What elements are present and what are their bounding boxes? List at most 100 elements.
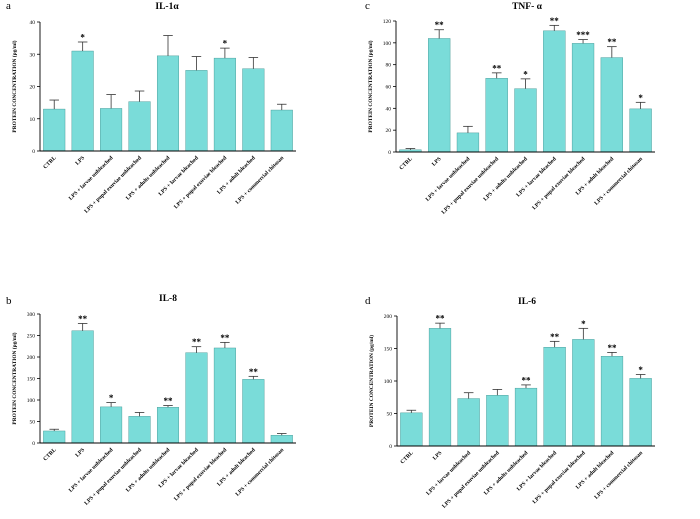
panel-letter: b [6, 295, 12, 307]
bar-4 [485, 78, 508, 153]
chart-panel-c: c TNF- α PROTEIN CONCENTRATION (pg/ml) 0 20 4… [365, 0, 655, 216]
y-tick-label: 0 [32, 149, 35, 155]
y-tick-label: 50 [30, 420, 36, 426]
y-tick-label: 200 [384, 314, 393, 320]
y-tick-label: 40 [386, 106, 392, 112]
bar-7 [213, 57, 236, 152]
y-axis-label: PROTEIN CONCENTRATION (pg/ml) [11, 332, 18, 424]
bar-2 [428, 328, 452, 447]
y-tick-label: 10 [30, 117, 36, 123]
significance-marker: ** [436, 314, 446, 324]
chart-title: TNF- α [512, 2, 543, 12]
x-tick-label: LPS + pupal exuviae bleached [173, 447, 229, 503]
bar-9 [270, 435, 293, 444]
significance-marker: ** [220, 333, 230, 343]
y-tick-label: 20 [30, 85, 36, 91]
bar-1 [400, 412, 423, 447]
x-tick-label: LPS + pupal exuviae unbleached [441, 450, 501, 510]
x-tick-label: CTRL [400, 450, 415, 465]
x-tick-label: CTRL [399, 156, 414, 171]
chart-panel-a: a IL-1α PROTEIN CONCENTRATION (pg/ml) 0 10 20… [6, 0, 296, 215]
x-tick-label: CTRL [42, 155, 57, 170]
significance-marker: * [523, 69, 528, 79]
significance-marker: ** [78, 314, 88, 324]
significance-marker: ** [550, 16, 560, 26]
significance-marker: * [638, 93, 643, 103]
x-tick-label: LPS + pupal exuviae unbleached [441, 156, 501, 216]
panel-letter: d [365, 295, 371, 307]
significance-marker: ** [164, 396, 174, 406]
bar-1 [43, 430, 66, 444]
x-tick-label: LPS + commercial chitosan [594, 156, 645, 207]
significance-marker: * [638, 365, 643, 375]
x-tick-label: LPS + pupal exuviae unbleached [83, 155, 143, 215]
chart-title: IL-1α [155, 2, 179, 12]
y-axis-label: PROTEIN CONCENTRATION (pg/ml) [367, 40, 374, 132]
bar-9 [270, 109, 293, 152]
bar-2 [71, 50, 94, 152]
bar-4 [128, 101, 151, 152]
bar-1 [43, 108, 66, 152]
bar-5 [156, 55, 180, 152]
chart-panel-d: d IL-6 PROTEIN CONCENTRATION (pg/ml) 0 50 100… [365, 295, 655, 510]
bar-4 [128, 416, 151, 444]
x-tick-label: CTRL [42, 447, 57, 462]
significance-marker: ** [249, 367, 259, 377]
y-tick-label: 150 [27, 377, 36, 383]
y-tick-label: 300 [27, 312, 36, 318]
bar-3 [100, 406, 123, 444]
y-tick-label: 60 [386, 85, 392, 91]
bar-8 [242, 379, 265, 444]
significance-marker: ** [522, 375, 532, 385]
y-tick-label: 0 [32, 441, 35, 447]
y-axis-label: PROTEIN CONCENTRATION (pg/ml) [368, 335, 375, 427]
bar-3 [456, 132, 480, 153]
significance-marker: ** [492, 63, 502, 73]
significance-marker: ** [192, 337, 202, 347]
bar-6 [185, 352, 208, 444]
y-axis-label: PROTEIN CONCENTRATION (pg/ml) [11, 40, 18, 132]
significance-marker: * [80, 32, 85, 42]
significance-marker: ** [608, 343, 618, 353]
x-tick-label: LPS + pupal exuviae bleached [173, 155, 229, 211]
x-tick-label: LPS + pupal exuviae bleached [532, 450, 588, 506]
x-tick-label: LPS [75, 155, 87, 167]
x-tick-label: LPS + commercial chitosan [594, 450, 645, 501]
bar-7 [571, 43, 595, 153]
x-tick-label: LPS + pupal exuviae bleached [531, 156, 587, 212]
significance-marker: * [223, 39, 228, 49]
y-tick-label: 150 [384, 347, 393, 353]
bar-4 [486, 395, 509, 447]
significance-marker: *** [576, 30, 590, 40]
significance-marker: * [109, 393, 114, 403]
bar-2 [428, 38, 451, 153]
y-tick-label: 250 [27, 334, 36, 340]
y-tick-label: 80 [386, 63, 392, 69]
significance-marker: ** [550, 332, 560, 342]
bar-7 [213, 347, 236, 444]
x-tick-label: LPS [75, 447, 87, 459]
y-tick-label: 100 [383, 41, 392, 47]
y-tick-label: 50 [387, 412, 393, 418]
x-tick-label: LPS + commercial chitosan [235, 155, 286, 206]
bar-6 [543, 347, 566, 447]
bar-8 [600, 57, 623, 153]
bar-9 [629, 378, 652, 447]
y-tick-label: 200 [27, 355, 36, 361]
chart-title: IL-6 [518, 297, 536, 307]
significance-marker: ** [435, 20, 445, 30]
chart-title: IL-8 [159, 294, 177, 304]
panel-letter: c [365, 0, 370, 12]
bar-9 [629, 108, 652, 153]
bar-5 [156, 407, 180, 444]
y-tick-label: 30 [30, 52, 36, 58]
bar-5 [514, 88, 537, 153]
y-tick-label: 40 [30, 20, 36, 26]
bar-6 [185, 70, 208, 152]
bar-6 [543, 30, 566, 153]
bar-5 [514, 387, 538, 447]
significance-marker: * [581, 319, 586, 329]
bar-8 [242, 68, 265, 152]
y-tick-label: 100 [27, 398, 36, 404]
